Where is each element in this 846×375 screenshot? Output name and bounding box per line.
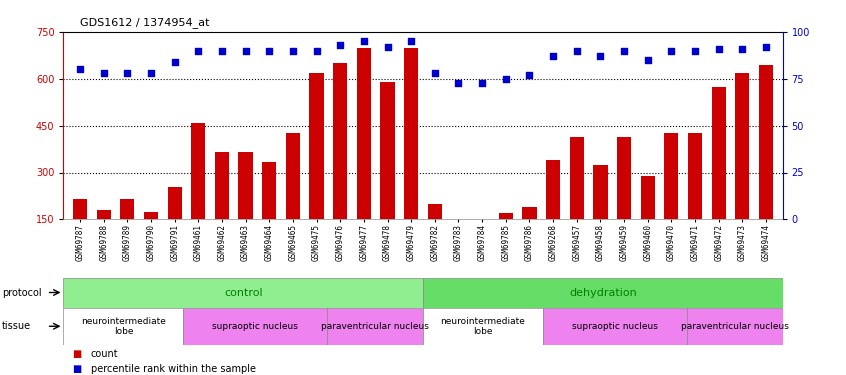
Point: [404, 38, 418, 44]
Point: [475, 80, 489, 86]
Bar: [239, 152, 253, 266]
Point: [286, 48, 299, 54]
Bar: [63, 308, 184, 345]
Bar: [452, 222, 465, 266]
Text: ■: ■: [72, 349, 81, 359]
Text: neurointermediate
lobe: neurointermediate lobe: [441, 316, 525, 336]
Point: [428, 70, 442, 76]
Bar: [593, 165, 607, 266]
Text: GDS1612 / 1374954_at: GDS1612 / 1374954_at: [80, 17, 210, 28]
Bar: [759, 64, 773, 266]
Point: [239, 48, 252, 54]
Bar: [428, 204, 442, 266]
Point: [381, 44, 394, 50]
Text: count: count: [91, 349, 118, 359]
Point: [357, 38, 371, 44]
Point: [499, 76, 513, 82]
Point: [262, 48, 276, 54]
Point: [523, 72, 536, 78]
Point: [191, 48, 205, 54]
Point: [215, 48, 228, 54]
Bar: [735, 72, 750, 266]
Bar: [640, 176, 655, 266]
Bar: [381, 82, 394, 266]
Point: [735, 46, 749, 52]
Text: supraoptic nucleus: supraoptic nucleus: [212, 322, 298, 331]
Text: supraoptic nucleus: supraoptic nucleus: [572, 322, 657, 331]
Text: percentile rank within the sample: percentile rank within the sample: [91, 364, 255, 374]
Text: neurointermediate
lobe: neurointermediate lobe: [81, 316, 166, 336]
Point: [74, 66, 87, 72]
Point: [97, 70, 111, 76]
Bar: [215, 152, 229, 266]
Point: [310, 48, 323, 54]
Bar: [184, 308, 327, 345]
Bar: [423, 278, 783, 308]
Bar: [96, 210, 111, 266]
Bar: [262, 162, 277, 266]
Point: [594, 53, 607, 59]
Point: [712, 46, 726, 52]
Bar: [617, 136, 631, 266]
Bar: [327, 308, 423, 345]
Bar: [286, 134, 300, 266]
Bar: [687, 308, 783, 345]
Point: [665, 48, 678, 54]
Text: dehydration: dehydration: [569, 288, 637, 297]
Text: paraventricular nucleus: paraventricular nucleus: [681, 322, 788, 331]
Bar: [522, 207, 536, 266]
Text: control: control: [224, 288, 262, 297]
Bar: [63, 278, 423, 308]
Bar: [73, 199, 87, 266]
Point: [570, 48, 584, 54]
Text: tissue: tissue: [2, 321, 30, 331]
Bar: [357, 48, 371, 266]
Bar: [664, 134, 678, 266]
Point: [452, 80, 465, 86]
Point: [618, 48, 631, 54]
Bar: [711, 87, 726, 266]
Bar: [543, 308, 687, 345]
Point: [120, 70, 134, 76]
Point: [641, 57, 655, 63]
Text: ■: ■: [72, 364, 81, 374]
Point: [547, 53, 560, 59]
Point: [333, 42, 347, 48]
Point: [144, 70, 157, 76]
Point: [759, 44, 772, 50]
Text: protocol: protocol: [2, 288, 41, 297]
Bar: [144, 211, 158, 266]
Bar: [569, 136, 584, 266]
Text: paraventricular nucleus: paraventricular nucleus: [321, 322, 429, 331]
Bar: [191, 123, 206, 266]
Bar: [688, 134, 702, 266]
Bar: [546, 160, 560, 266]
Bar: [168, 187, 182, 266]
Bar: [475, 223, 489, 266]
Bar: [423, 308, 543, 345]
Point: [168, 59, 181, 65]
Bar: [310, 72, 324, 266]
Bar: [120, 199, 135, 266]
Bar: [333, 63, 348, 266]
Point: [689, 48, 702, 54]
Bar: [404, 48, 418, 266]
Bar: [498, 213, 513, 266]
